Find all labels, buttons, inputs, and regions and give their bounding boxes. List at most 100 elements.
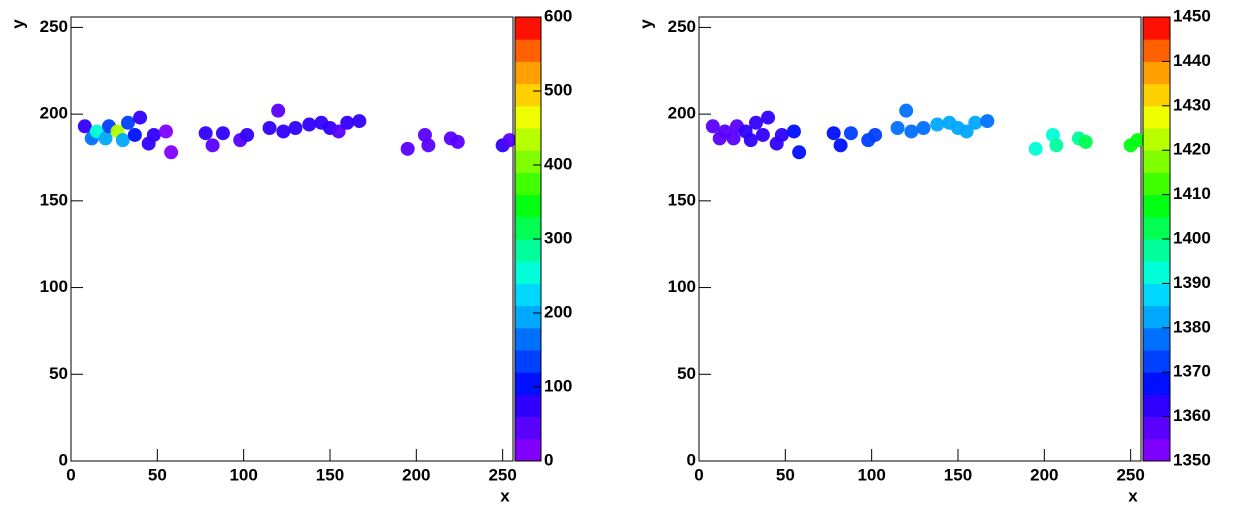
x-tick-label: 100: [229, 465, 257, 484]
cell: [198, 126, 213, 141]
cell: [77, 119, 92, 134]
color-level: [1143, 172, 1170, 196]
color-level: [515, 105, 541, 129]
x-tick-label: 250: [488, 465, 516, 484]
color-level: [1143, 194, 1170, 218]
color-level: [1143, 83, 1170, 107]
x-axis-label: x: [500, 486, 510, 505]
cell: [205, 138, 220, 153]
color-level: [515, 150, 541, 173]
cell: [774, 127, 789, 142]
x-tick-label: 250: [1116, 465, 1144, 484]
z-tick-label: 0: [544, 450, 553, 469]
color-level: [515, 17, 541, 40]
cell: [868, 127, 883, 142]
z-tick-label: 1350: [1173, 450, 1211, 469]
z-tick-label: 1380: [1173, 317, 1211, 336]
x-tick-label: 100: [857, 465, 885, 484]
y-tick-label: 50: [677, 364, 696, 383]
x-tick-label: 200: [402, 465, 430, 484]
color-level: [1143, 216, 1170, 240]
cell: [240, 127, 255, 142]
cell: [115, 133, 130, 148]
plot-frame: [698, 16, 1142, 462]
y-tick-label: 100: [40, 277, 68, 296]
z-tick-label: 1430: [1173, 95, 1211, 114]
cell: [502, 133, 517, 148]
cell: [331, 124, 346, 139]
cell: [421, 138, 436, 153]
z-tick-label: 1410: [1173, 184, 1211, 203]
color-level: [1143, 372, 1170, 395]
color-level: [1143, 239, 1170, 262]
cell: [127, 127, 142, 142]
color-level: [515, 261, 541, 284]
cell: [288, 121, 303, 135]
color-level: [515, 394, 541, 418]
color-level: [1143, 150, 1170, 173]
z-tick-label: 1390: [1173, 273, 1211, 292]
z-tick-label: 400: [544, 154, 572, 173]
x-tick-label: 0: [694, 465, 703, 484]
color-level: [1143, 128, 1170, 151]
z-tick-label: 500: [544, 80, 572, 99]
cell: [1049, 138, 1064, 153]
color-level: [1143, 305, 1170, 329]
cell: [705, 119, 720, 134]
cell: [276, 124, 291, 139]
z-tick-label: 1360: [1173, 406, 1211, 425]
plot-frame: [70, 16, 514, 462]
cell: [899, 103, 914, 118]
y-axis-label: y: [8, 19, 27, 29]
cell: [980, 114, 995, 129]
cell: [215, 126, 230, 141]
cell: [120, 115, 135, 130]
cell: [340, 115, 355, 130]
cell: [968, 115, 983, 130]
x-tick-label: 150: [944, 465, 972, 484]
color-level: [515, 239, 541, 262]
x-tick-label: 150: [316, 465, 344, 484]
cell: [748, 115, 763, 130]
cell: [843, 126, 858, 141]
color-level: [1143, 350, 1170, 373]
color-level: [1143, 261, 1170, 284]
y-tick-label: 0: [59, 450, 68, 469]
cell: [98, 131, 113, 146]
color-level: [1143, 39, 1170, 62]
y-axis-label: y: [636, 19, 655, 29]
cell: [1028, 141, 1043, 156]
cell: [158, 124, 173, 139]
z-tick-label: 1370: [1173, 362, 1211, 381]
cell: [1130, 133, 1145, 148]
y-tick-label: 50: [49, 364, 68, 383]
color-level: [515, 372, 541, 395]
x-tick-label: 50: [776, 465, 795, 484]
color-level: [515, 438, 541, 462]
x-tick-label: 200: [1030, 465, 1058, 484]
z-tick-label: 1440: [1173, 51, 1211, 70]
color-level: [515, 327, 541, 351]
color-level: [515, 128, 541, 151]
x-tick-label: 50: [148, 465, 167, 484]
cell: [761, 110, 776, 125]
cell: [164, 145, 179, 160]
cell: [904, 124, 919, 139]
cell: [133, 110, 148, 125]
z-tick-label: 1450: [1173, 6, 1211, 25]
cell: [262, 121, 277, 135]
color-level: [1143, 17, 1170, 40]
cell: [271, 103, 286, 118]
y-tick-label: 150: [668, 190, 696, 209]
color-level: [515, 283, 541, 307]
cell: [833, 138, 848, 153]
cell: [1078, 134, 1093, 149]
cell: [890, 121, 905, 135]
color-level: [515, 61, 541, 85]
cell: [755, 127, 770, 142]
cell: [726, 131, 741, 146]
cell: [743, 133, 758, 148]
cell: [302, 117, 317, 132]
cell: [930, 117, 945, 132]
